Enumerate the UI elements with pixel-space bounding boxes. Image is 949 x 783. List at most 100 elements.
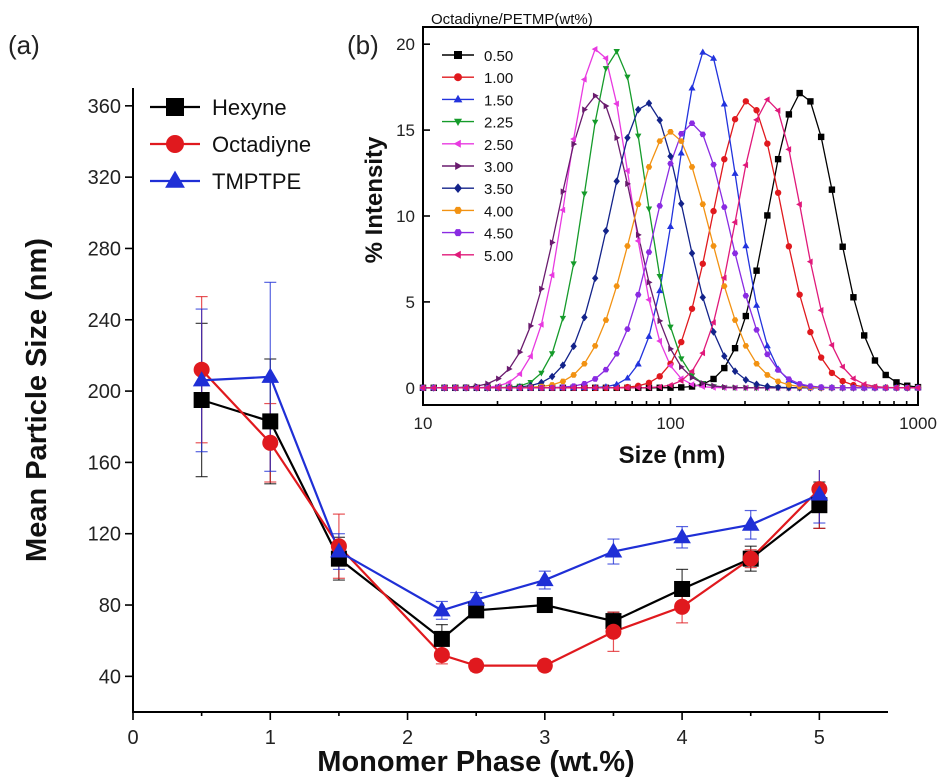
size-distribution-point-2.25 xyxy=(538,370,545,377)
size-distribution-point-3.50 xyxy=(591,274,599,283)
panel-b-y-axis-label: % Intensity xyxy=(361,136,388,263)
size-distribution-point-3.50 xyxy=(613,177,620,186)
size-distribution-point-5.00 xyxy=(688,368,695,375)
legend-marker-2.50 xyxy=(453,139,461,148)
size-distribution-point-1.00 xyxy=(721,155,728,163)
size-distribution-point-5.00 xyxy=(666,381,673,389)
data-point-octadiyne xyxy=(468,657,485,674)
panel-a-y-tick-label: 120 xyxy=(88,524,121,546)
size-distribution-point-3.00 xyxy=(711,382,718,390)
size-distribution-point-1.00 xyxy=(764,140,771,147)
panel-a-label: (a) xyxy=(8,30,40,60)
panel-b-x-tick-label: 10 xyxy=(414,414,433,433)
data-point-octadiyne xyxy=(433,646,450,663)
legend-marker-1.00 xyxy=(454,73,462,82)
size-distribution-point-5.00 xyxy=(806,258,813,265)
size-distribution-point-0.50 xyxy=(817,133,825,141)
size-distribution-point-2.50 xyxy=(591,45,598,53)
panel-a-y-axis-label: Mean Particle Size (nm) xyxy=(21,238,53,562)
size-distribution-point-4.50 xyxy=(688,120,696,126)
size-distribution-point-2.50 xyxy=(537,321,544,328)
size-distribution-point-5.00 xyxy=(817,307,824,314)
size-distribution-point-4.50 xyxy=(710,161,717,168)
size-distribution-point-5.00 xyxy=(473,384,480,392)
size-distribution-point-3.00 xyxy=(517,348,524,356)
data-point-octadiyne xyxy=(193,361,210,378)
size-distribution-point-4.00 xyxy=(764,372,771,378)
size-distribution-point-5.00 xyxy=(559,384,566,392)
size-distribution-point-5.00 xyxy=(623,384,630,392)
panel-b-axes: 10 100 1000 0 5 10 15 20 xyxy=(396,26,937,433)
size-distribution-point-4.50 xyxy=(807,383,814,389)
panel-a-x-tick-label: 5 xyxy=(814,727,825,749)
size-distribution-point-5.00 xyxy=(742,161,749,169)
legend-marker-hexyne xyxy=(166,98,184,116)
size-distribution-point-2.50 xyxy=(516,370,523,378)
size-distribution-point-4.00 xyxy=(581,360,588,367)
legend-marker-1.50 xyxy=(453,94,463,103)
panel-a-y-tick-label: 320 xyxy=(88,167,121,189)
size-distribution-point-4.00 xyxy=(635,201,642,207)
size-distribution-point-5.00 xyxy=(484,384,490,392)
size-distribution-point-1.50 xyxy=(763,342,771,349)
legend-label-tmptpe: TMPTPE xyxy=(212,169,301,194)
size-distribution-point-3.00 xyxy=(743,384,750,391)
size-distribution-point-0.50 xyxy=(850,294,857,301)
size-distribution-point-5.00 xyxy=(882,384,888,391)
size-distribution-point-4.50 xyxy=(656,203,663,209)
panel-a-series-lines xyxy=(200,368,821,667)
size-distribution-point-5.00 xyxy=(710,319,716,326)
size-distribution-point-5.00 xyxy=(860,380,867,388)
size-distribution-point-4.00 xyxy=(688,164,696,170)
size-distribution-point-3.00 xyxy=(635,231,642,239)
size-distribution-point-5.00 xyxy=(914,384,921,392)
size-distribution-point-2.50 xyxy=(580,76,587,83)
size-distribution-point-5.00 xyxy=(699,349,706,357)
size-distribution-point-1.50 xyxy=(688,84,696,91)
size-distribution-point-5.00 xyxy=(505,384,512,392)
size-distribution-point-4.00 xyxy=(699,201,706,207)
size-distribution-point-1.50 xyxy=(634,360,642,367)
panel-a-x-tick-label: 4 xyxy=(677,727,688,749)
size-distribution-point-1.50 xyxy=(677,149,685,156)
size-distribution-point-3.00 xyxy=(668,345,675,353)
size-distribution-point-3.50 xyxy=(764,382,771,391)
size-distribution-point-1.50 xyxy=(645,332,653,339)
size-distribution-point-2.50 xyxy=(645,296,652,303)
legend-label-2.25: 2.25 xyxy=(484,115,513,132)
size-distribution-point-2.50 xyxy=(656,337,662,345)
panel-a-y-tick-label: 40 xyxy=(99,666,121,688)
size-distribution-point-0.50 xyxy=(893,379,900,386)
size-distribution-point-3.50 xyxy=(548,372,556,381)
panel-a-y-tick-label: 80 xyxy=(99,595,121,617)
size-distribution-point-4.00 xyxy=(774,378,782,385)
size-distribution-point-4.00 xyxy=(656,138,663,144)
size-distribution-point-0.50 xyxy=(828,186,836,193)
size-distribution-point-0.50 xyxy=(882,371,889,379)
size-distribution-point-2.25 xyxy=(678,356,685,363)
data-point-hexyne xyxy=(674,580,691,597)
size-distribution-point-2.25 xyxy=(635,133,642,140)
legend-marker-4.50 xyxy=(454,229,462,237)
legend-marker-0.50 xyxy=(454,51,462,59)
size-distribution-point-2.50 xyxy=(623,167,630,174)
size-distribution-point-2.50 xyxy=(666,362,673,369)
size-distribution-point-5.00 xyxy=(441,384,447,392)
size-distribution-point-2.25 xyxy=(548,351,556,357)
panel-b-y-tick-label: 10 xyxy=(396,207,415,226)
panel-b-markers xyxy=(419,45,922,392)
size-distribution-point-3.00 xyxy=(582,106,588,113)
panel-a-x-tick-label: 1 xyxy=(265,727,276,749)
size-distribution-point-3.00 xyxy=(614,134,621,141)
size-distribution-point-3.50 xyxy=(624,133,631,142)
size-distribution-point-1.00 xyxy=(817,354,825,361)
size-distribution-point-1.00 xyxy=(710,207,717,215)
panel-a-y-tick-label: 360 xyxy=(88,96,121,118)
size-distribution-point-0.50 xyxy=(871,357,879,364)
data-point-octadiyne xyxy=(262,434,279,451)
size-distribution-point-5.00 xyxy=(656,383,662,391)
legend-marker-octadiyne xyxy=(166,135,184,153)
size-distribution-point-3.50 xyxy=(742,376,750,384)
legend-label-4.50: 4.50 xyxy=(484,226,513,243)
